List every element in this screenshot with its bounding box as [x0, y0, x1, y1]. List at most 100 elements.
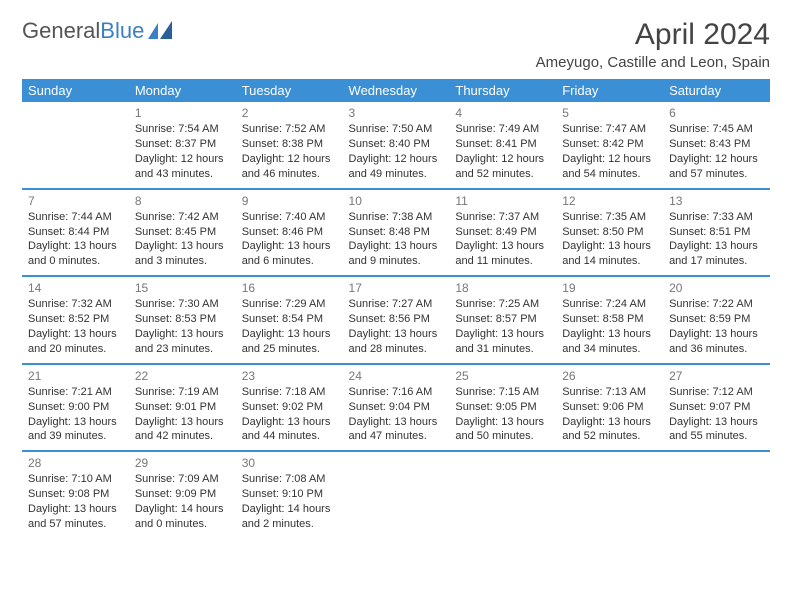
sunrise-line: Sunrise: 7:12 AM: [669, 385, 764, 400]
sunrise-line: Sunrise: 7:38 AM: [349, 210, 444, 225]
daylight-line: and 46 minutes.: [242, 167, 337, 182]
calendar-day-cell: 6Sunrise: 7:45 AMSunset: 8:43 PMDaylight…: [663, 102, 770, 189]
day-number: 2: [242, 105, 337, 121]
sunset-line: Sunset: 9:06 PM: [562, 400, 657, 415]
day-number: 13: [669, 193, 764, 209]
sunset-line: Sunset: 8:43 PM: [669, 137, 764, 152]
day-number: 17: [349, 280, 444, 296]
daylight-line: and 44 minutes.: [242, 429, 337, 444]
day-number: 4: [455, 105, 550, 121]
sunrise-line: Sunrise: 7:54 AM: [135, 122, 230, 137]
daylight-line: and 42 minutes.: [135, 429, 230, 444]
daylight-line: and 52 minutes.: [455, 167, 550, 182]
sunrise-line: Sunrise: 7:45 AM: [669, 122, 764, 137]
sunrise-line: Sunrise: 7:09 AM: [135, 472, 230, 487]
weekday-header: Thursday: [449, 79, 556, 102]
daylight-line: Daylight: 13 hours: [562, 327, 657, 342]
daylight-line: Daylight: 14 hours: [242, 502, 337, 517]
calendar-day-cell: 22Sunrise: 7:19 AMSunset: 9:01 PMDayligh…: [129, 364, 236, 452]
daylight-line: and 57 minutes.: [669, 167, 764, 182]
calendar-day-cell: 8Sunrise: 7:42 AMSunset: 8:45 PMDaylight…: [129, 189, 236, 277]
calendar-day-cell: 16Sunrise: 7:29 AMSunset: 8:54 PMDayligh…: [236, 276, 343, 364]
calendar-body: 1Sunrise: 7:54 AMSunset: 8:37 PMDaylight…: [22, 102, 770, 538]
calendar-week-row: 7Sunrise: 7:44 AMSunset: 8:44 PMDaylight…: [22, 189, 770, 277]
calendar-day-cell: [663, 451, 770, 538]
calendar-day-cell: 15Sunrise: 7:30 AMSunset: 8:53 PMDayligh…: [129, 276, 236, 364]
sunset-line: Sunset: 9:07 PM: [669, 400, 764, 415]
daylight-line: and 25 minutes.: [242, 342, 337, 357]
day-number: 26: [562, 368, 657, 384]
daylight-line: and 0 minutes.: [28, 254, 123, 269]
calendar-day-cell: 24Sunrise: 7:16 AMSunset: 9:04 PMDayligh…: [343, 364, 450, 452]
daylight-line: Daylight: 13 hours: [455, 239, 550, 254]
day-number: 30: [242, 455, 337, 471]
sunset-line: Sunset: 8:38 PM: [242, 137, 337, 152]
calendar-day-cell: 30Sunrise: 7:08 AMSunset: 9:10 PMDayligh…: [236, 451, 343, 538]
sunrise-line: Sunrise: 7:42 AM: [135, 210, 230, 225]
sunset-line: Sunset: 8:50 PM: [562, 225, 657, 240]
daylight-line: and 34 minutes.: [562, 342, 657, 357]
sunset-line: Sunset: 8:52 PM: [28, 312, 123, 327]
daylight-line: and 0 minutes.: [135, 517, 230, 532]
daylight-line: Daylight: 13 hours: [242, 239, 337, 254]
daylight-line: Daylight: 13 hours: [135, 415, 230, 430]
sunrise-line: Sunrise: 7:30 AM: [135, 297, 230, 312]
calendar-week-row: 28Sunrise: 7:10 AMSunset: 9:08 PMDayligh…: [22, 451, 770, 538]
day-number: 21: [28, 368, 123, 384]
daylight-line: and 47 minutes.: [349, 429, 444, 444]
calendar-day-cell: 3Sunrise: 7:50 AMSunset: 8:40 PMDaylight…: [343, 102, 450, 189]
daylight-line: Daylight: 13 hours: [135, 239, 230, 254]
day-number: 20: [669, 280, 764, 296]
sunrise-line: Sunrise: 7:29 AM: [242, 297, 337, 312]
calendar-day-cell: 12Sunrise: 7:35 AMSunset: 8:50 PMDayligh…: [556, 189, 663, 277]
logo-text-1: General: [22, 18, 100, 44]
calendar-day-cell: 18Sunrise: 7:25 AMSunset: 8:57 PMDayligh…: [449, 276, 556, 364]
sunrise-line: Sunrise: 7:13 AM: [562, 385, 657, 400]
sunset-line: Sunset: 9:02 PM: [242, 400, 337, 415]
calendar-day-cell: 26Sunrise: 7:13 AMSunset: 9:06 PMDayligh…: [556, 364, 663, 452]
sunset-line: Sunset: 9:04 PM: [349, 400, 444, 415]
daylight-line: Daylight: 13 hours: [28, 502, 123, 517]
sunrise-line: Sunrise: 7:52 AM: [242, 122, 337, 137]
sunrise-line: Sunrise: 7:37 AM: [455, 210, 550, 225]
sunset-line: Sunset: 9:00 PM: [28, 400, 123, 415]
sunrise-line: Sunrise: 7:32 AM: [28, 297, 123, 312]
sunset-line: Sunset: 8:44 PM: [28, 225, 123, 240]
sunrise-line: Sunrise: 7:40 AM: [242, 210, 337, 225]
sunrise-line: Sunrise: 7:35 AM: [562, 210, 657, 225]
month-title: April 2024: [536, 18, 770, 52]
day-number: 1: [135, 105, 230, 121]
day-number: 18: [455, 280, 550, 296]
weekday-header: Monday: [129, 79, 236, 102]
calendar-day-cell: 2Sunrise: 7:52 AMSunset: 8:38 PMDaylight…: [236, 102, 343, 189]
weekday-header: Tuesday: [236, 79, 343, 102]
daylight-line: Daylight: 14 hours: [135, 502, 230, 517]
sunset-line: Sunset: 8:41 PM: [455, 137, 550, 152]
calendar-day-cell: 4Sunrise: 7:49 AMSunset: 8:41 PMDaylight…: [449, 102, 556, 189]
weekday-header: Sunday: [22, 79, 129, 102]
calendar-day-cell: 13Sunrise: 7:33 AMSunset: 8:51 PMDayligh…: [663, 189, 770, 277]
daylight-line: and 23 minutes.: [135, 342, 230, 357]
sunset-line: Sunset: 8:42 PM: [562, 137, 657, 152]
sunset-line: Sunset: 8:48 PM: [349, 225, 444, 240]
daylight-line: Daylight: 13 hours: [669, 327, 764, 342]
title-block: April 2024 Ameyugo, Castille and Leon, S…: [536, 18, 770, 71]
daylight-line: Daylight: 13 hours: [242, 327, 337, 342]
daylight-line: Daylight: 12 hours: [455, 152, 550, 167]
calendar-day-cell: 20Sunrise: 7:22 AMSunset: 8:59 PMDayligh…: [663, 276, 770, 364]
daylight-line: and 20 minutes.: [28, 342, 123, 357]
logo-sail-icon: [148, 21, 174, 41]
calendar-day-cell: 19Sunrise: 7:24 AMSunset: 8:58 PMDayligh…: [556, 276, 663, 364]
sunrise-line: Sunrise: 7:50 AM: [349, 122, 444, 137]
day-number: 22: [135, 368, 230, 384]
calendar-day-cell: 25Sunrise: 7:15 AMSunset: 9:05 PMDayligh…: [449, 364, 556, 452]
day-number: 19: [562, 280, 657, 296]
sunrise-line: Sunrise: 7:22 AM: [669, 297, 764, 312]
sunrise-line: Sunrise: 7:18 AM: [242, 385, 337, 400]
sunset-line: Sunset: 9:08 PM: [28, 487, 123, 502]
calendar-day-cell: [343, 451, 450, 538]
daylight-line: Daylight: 12 hours: [135, 152, 230, 167]
calendar-week-row: 1Sunrise: 7:54 AMSunset: 8:37 PMDaylight…: [22, 102, 770, 189]
day-number: 15: [135, 280, 230, 296]
daylight-line: and 52 minutes.: [562, 429, 657, 444]
